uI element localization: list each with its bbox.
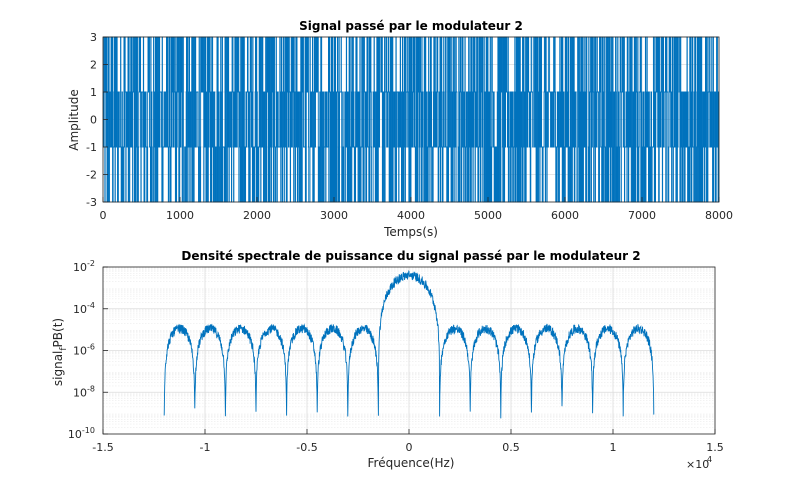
time-ytick-label: -2 [86,169,97,182]
x-exponent-power: 4 [707,455,712,464]
time-xtick-label: 1000 [166,209,194,222]
time-xtick-label: 0 [100,209,107,222]
time-ytick-label: 1 [90,86,97,99]
time-xtick-label: 6000 [551,209,579,222]
psd-xtick-label: -1 [200,441,211,454]
time-plot-ylabel: Amplitude [67,89,81,151]
time-xtick-label: 7000 [628,209,656,222]
x-exponent-label: ×10 4 [686,455,712,471]
time-plot-title: Signal passé par le modulateur 2 [299,19,523,33]
time-ytick-label: 2 [90,59,97,72]
time-plot-x-ticks: 0 1000 2000 3000 4000 5000 6000 7000 8000 [100,197,733,222]
spectrum-plot-title: Densité spectrale de puissance du signal… [181,249,640,263]
psd-xtick-label: 0.5 [502,441,520,454]
spectrum-plot-ylabel: signalfPB(t) [51,318,69,386]
time-xtick-label: 2000 [243,209,271,222]
time-signal-path [102,36,720,203]
time-plot-y-ticks: -3 -2 -1 0 1 2 3 [86,31,108,209]
psd-line [163,270,655,419]
time-plot-xlabel: Temps(s) [383,225,438,239]
psd-xtick-label: 1 [610,441,617,454]
time-ytick-label: 0 [90,114,97,127]
time-xtick-label: 8000 [705,209,733,222]
psd-curve-path [163,270,655,419]
psd-xtick-label: -0.5 [296,441,317,454]
psd-xtick-label: 0 [406,441,413,454]
time-xtick-label: 5000 [474,209,502,222]
spectrum-plot-ylabel-group: signalfPB(t) [51,318,69,386]
psd-xtick-label: 1.5 [706,441,724,454]
time-plot: 0 1000 2000 3000 4000 5000 6000 7000 8000 -3 -2 -1… [67,19,733,239]
time-xtick-label: 3000 [320,209,348,222]
spectrum-plot-x-ticks: -1.5 -1 -0.5 0 0.5 1 1.5 [92,429,724,454]
time-ytick-label: 3 [90,31,97,44]
spectrum-plot-xlabel: Fréquence(Hz) [368,456,455,470]
psd-xtick-label: -1.5 [92,441,113,454]
time-ytick-label: -3 [86,196,97,209]
time-xtick-label: 4000 [397,209,425,222]
spectrum-plot: -1.5 -1 -0.5 0 0.5 1 1.5 10-1010-810-610-410-2… [51,249,724,471]
time-ytick-label: -1 [86,141,97,154]
time-signal-line [102,36,720,203]
x-exponent-base: ×10 [686,458,709,471]
